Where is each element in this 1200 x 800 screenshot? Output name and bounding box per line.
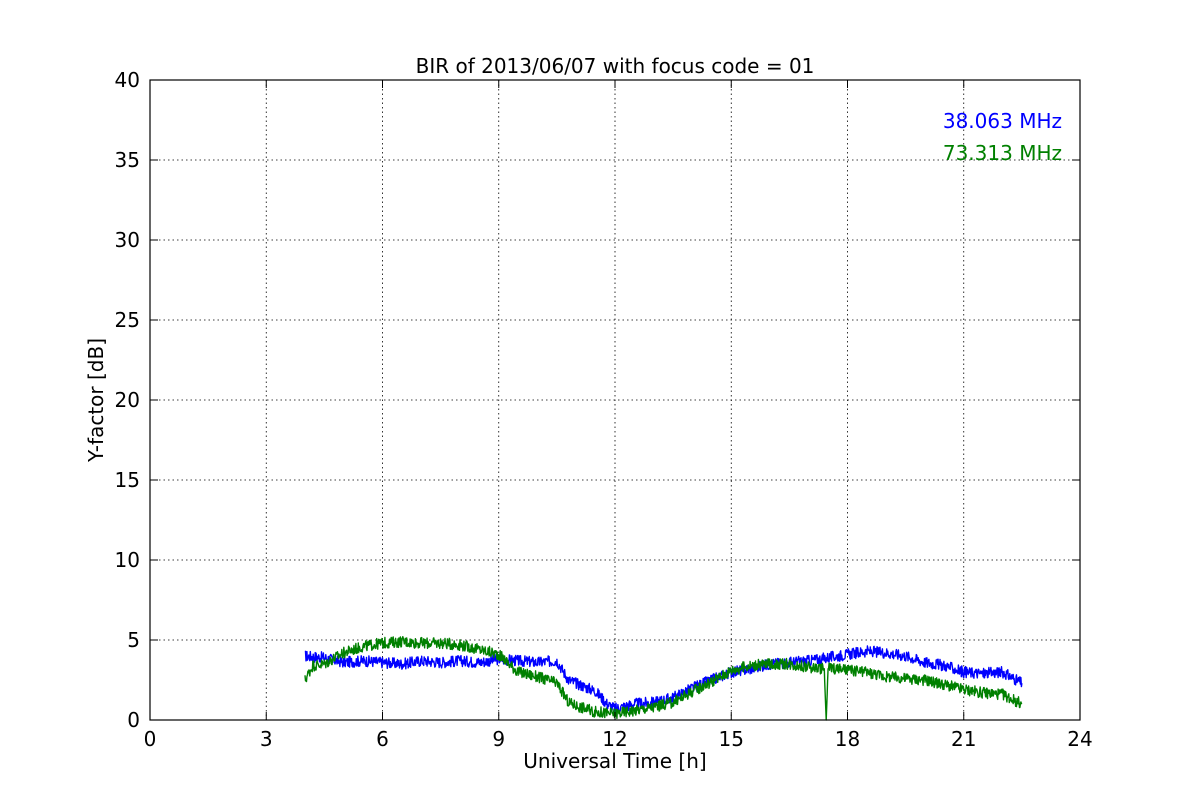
axis-ticks: 0 3 6 9 12 15 18 21 24 0 5 10 15 20 25 30 35 40 [115,68,1093,751]
y-tick-label: 40 [115,68,140,92]
chart-title: BIR of 2013/06/07 with focus code = 01 [416,54,815,78]
x-tick-label: 12 [602,727,627,751]
x-axis-label: Universal Time [h] [523,749,706,773]
plot-area-series [304,636,1023,721]
y-tick-label: 35 [115,148,140,172]
x-tick-label: 21 [951,727,976,751]
x-tick-label: 18 [835,727,860,751]
y-axis-label: Y-factor [dB] [84,338,108,463]
legend-entry-series-2: 73.313 MHz [943,141,1062,165]
grid-lines [150,80,1080,720]
y-tick-label: 5 [127,628,140,652]
series-line-2 [304,636,1023,721]
y-tick-label: 30 [115,228,140,252]
x-tick-label: 9 [492,727,505,751]
y-tick-label: 10 [115,548,140,572]
x-tick-label: 0 [144,727,157,751]
x-tick-label: 24 [1067,727,1092,751]
y-tick-label: 0 [127,708,140,732]
legend: 38.063 MHz 73.313 MHz [943,109,1062,165]
x-tick-label: 6 [376,727,389,751]
y-tick-label: 20 [115,388,140,412]
y-tick-label: 15 [115,468,140,492]
y-tick-label: 25 [115,308,140,332]
x-tick-label: 3 [260,727,273,751]
legend-entry-series-1: 38.063 MHz [943,109,1062,133]
x-tick-label: 15 [719,727,744,751]
